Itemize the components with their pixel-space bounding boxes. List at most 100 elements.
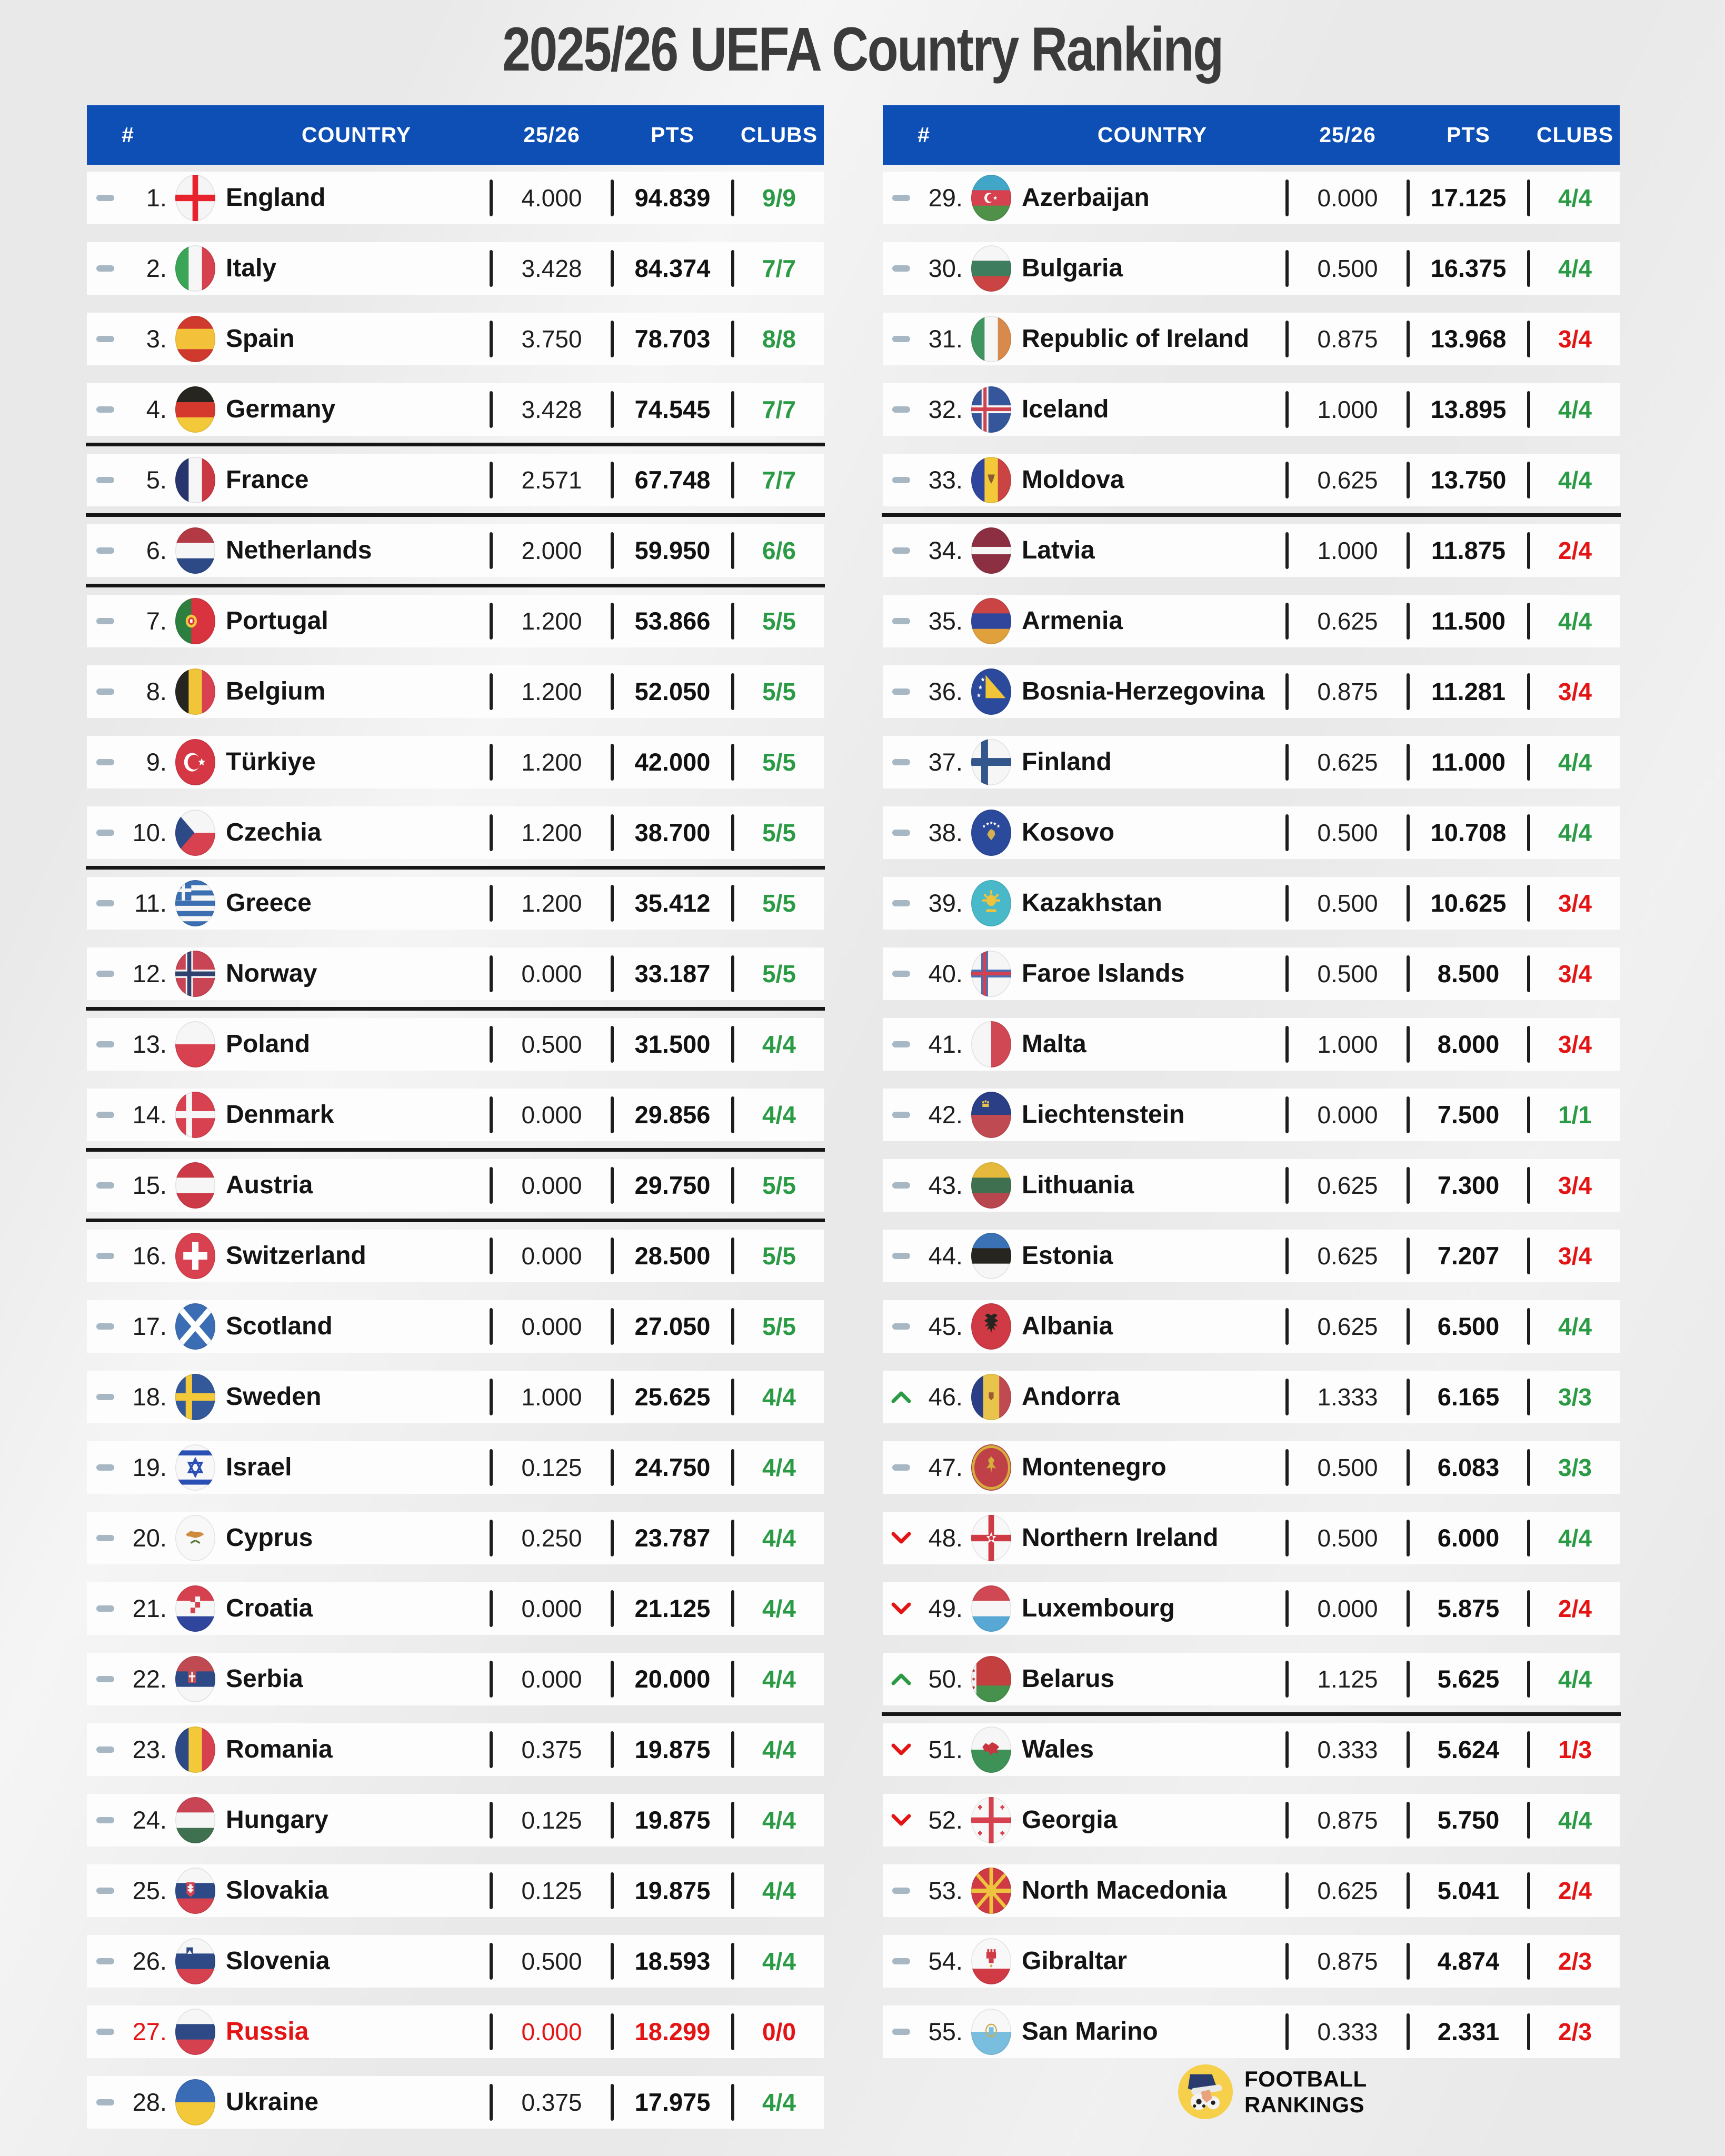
rank-number: 15. xyxy=(132,1171,167,1199)
pts-value: 5.750 xyxy=(1437,1806,1500,1834)
page-title: 2025/26 UEFA Country Ranking xyxy=(502,15,1224,84)
rank-number: 47. xyxy=(928,1453,963,1481)
pts-value: 59.950 xyxy=(634,536,711,564)
country-name: England xyxy=(226,184,326,212)
season-value: 0.625 xyxy=(1317,1877,1378,1904)
season-value: 4.000 xyxy=(521,184,582,212)
row-gap xyxy=(87,295,824,313)
flag-graphic xyxy=(971,316,1011,362)
column-divider xyxy=(1407,1872,1410,1909)
pts-value: 78.703 xyxy=(634,325,711,353)
column-divider xyxy=(731,673,734,710)
flag-icon xyxy=(175,245,215,292)
row-gap xyxy=(883,859,1620,877)
flag-graphic xyxy=(175,316,215,362)
flag-graphic xyxy=(971,1868,1011,1914)
country-name: France xyxy=(226,466,309,494)
flag-icon xyxy=(175,598,215,644)
country-name: Andorra xyxy=(1022,1383,1120,1411)
column-divider xyxy=(490,462,493,498)
clubs-value: 2/4 xyxy=(1558,537,1592,564)
pts-value: 11.875 xyxy=(1431,536,1506,564)
rank-same-icon xyxy=(94,1105,117,1124)
country-name: Faroe Islands xyxy=(1022,960,1185,987)
row-gap xyxy=(87,1846,824,1864)
clubs-value: 4/4 xyxy=(762,1595,796,1622)
rank-same-icon xyxy=(94,1599,117,1618)
table-row: 21. Croatia 0.000 21.125 4/4 xyxy=(87,1582,824,1635)
season-value: 1.000 xyxy=(1317,537,1378,564)
table-row: 19. Israel 0.125 24.750 4/4 xyxy=(87,1441,824,1494)
column-divider xyxy=(611,250,614,287)
rank-same-icon xyxy=(890,964,913,983)
flag-icon xyxy=(175,739,215,785)
pts-value: 52.050 xyxy=(634,677,711,705)
row-gap xyxy=(883,930,1620,947)
flag-icon xyxy=(175,1162,215,1209)
pts-value: 84.374 xyxy=(634,254,711,282)
row-gap xyxy=(883,1564,1620,1582)
column-divider xyxy=(611,1096,614,1133)
rank-number: 20. xyxy=(132,1524,167,1552)
season-value: 0.625 xyxy=(1317,748,1378,776)
row-gap xyxy=(86,506,825,524)
rank-same-icon xyxy=(890,259,913,278)
pts-value: 25.625 xyxy=(634,1383,711,1411)
column-divider xyxy=(1285,250,1289,287)
pts-value: 17.125 xyxy=(1430,184,1507,212)
flag-graphic xyxy=(971,1726,1011,1773)
column-divider xyxy=(1285,673,1289,710)
column-divider xyxy=(611,955,614,992)
column-divider xyxy=(1285,1237,1289,1274)
clubs-value: 5/5 xyxy=(762,1313,796,1340)
pts-value: 13.750 xyxy=(1430,466,1507,494)
flag-icon xyxy=(971,386,1011,433)
column-divider xyxy=(490,2013,493,2050)
flag-graphic xyxy=(175,810,215,856)
rank-number: 9. xyxy=(146,748,167,776)
column-divider xyxy=(731,321,734,357)
column-divider xyxy=(490,179,493,216)
flag-icon xyxy=(175,1515,215,1561)
flag-icon xyxy=(175,668,215,715)
clubs-value: 4/4 xyxy=(1558,255,1592,282)
column-divider xyxy=(1407,2013,1410,2050)
flag-graphic xyxy=(971,2009,1011,2055)
flag-icon xyxy=(971,1868,1011,1914)
row-gap xyxy=(87,1635,824,1653)
table-row: 53. North Macedonia 0.625 5.041 2/4 xyxy=(883,1864,1620,1917)
column-divider xyxy=(1527,179,1530,216)
clubs-value: 4/4 xyxy=(762,1948,796,1975)
column-divider xyxy=(1285,1661,1289,1698)
table-row: 46. Andorra 1.333 6.165 3/3 xyxy=(883,1371,1620,1423)
table-row: 25. Slovakia 0.125 19.875 4/4 xyxy=(87,1864,824,1917)
clubs-value: 4/4 xyxy=(1558,466,1592,494)
column-divider xyxy=(490,1872,493,1909)
column-divider xyxy=(1527,391,1530,428)
pts-value: 35.412 xyxy=(634,889,711,917)
column-divider xyxy=(731,1802,734,1839)
season-value: 0.625 xyxy=(1317,1242,1378,1270)
flag-graphic xyxy=(175,1303,215,1350)
column-divider xyxy=(731,955,734,992)
clubs-value: 3/4 xyxy=(1558,678,1592,705)
season-value: 1.200 xyxy=(521,819,582,846)
pts-value: 17.975 xyxy=(634,2088,711,2116)
column-divider xyxy=(1527,1943,1530,1980)
table-header-row: # COUNTRY 25/26 PTS CLUBS xyxy=(883,105,1620,165)
row-gap xyxy=(87,930,824,947)
flag-graphic xyxy=(175,1233,215,1279)
column-divider xyxy=(731,744,734,781)
rank-down-icon xyxy=(890,1811,913,1830)
table-row: 15. Austria 0.000 29.750 5/5 xyxy=(87,1159,824,1212)
row-gap xyxy=(883,1353,1620,1371)
rank-number: 31. xyxy=(928,325,963,353)
column-divider xyxy=(1527,1872,1530,1909)
rank-number: 33. xyxy=(928,466,963,494)
rank-same-icon xyxy=(94,894,117,913)
flag-graphic xyxy=(971,668,1011,715)
rank-up-icon xyxy=(890,1670,913,1689)
column-divider xyxy=(1407,250,1410,287)
pts-value: 67.748 xyxy=(634,466,711,494)
